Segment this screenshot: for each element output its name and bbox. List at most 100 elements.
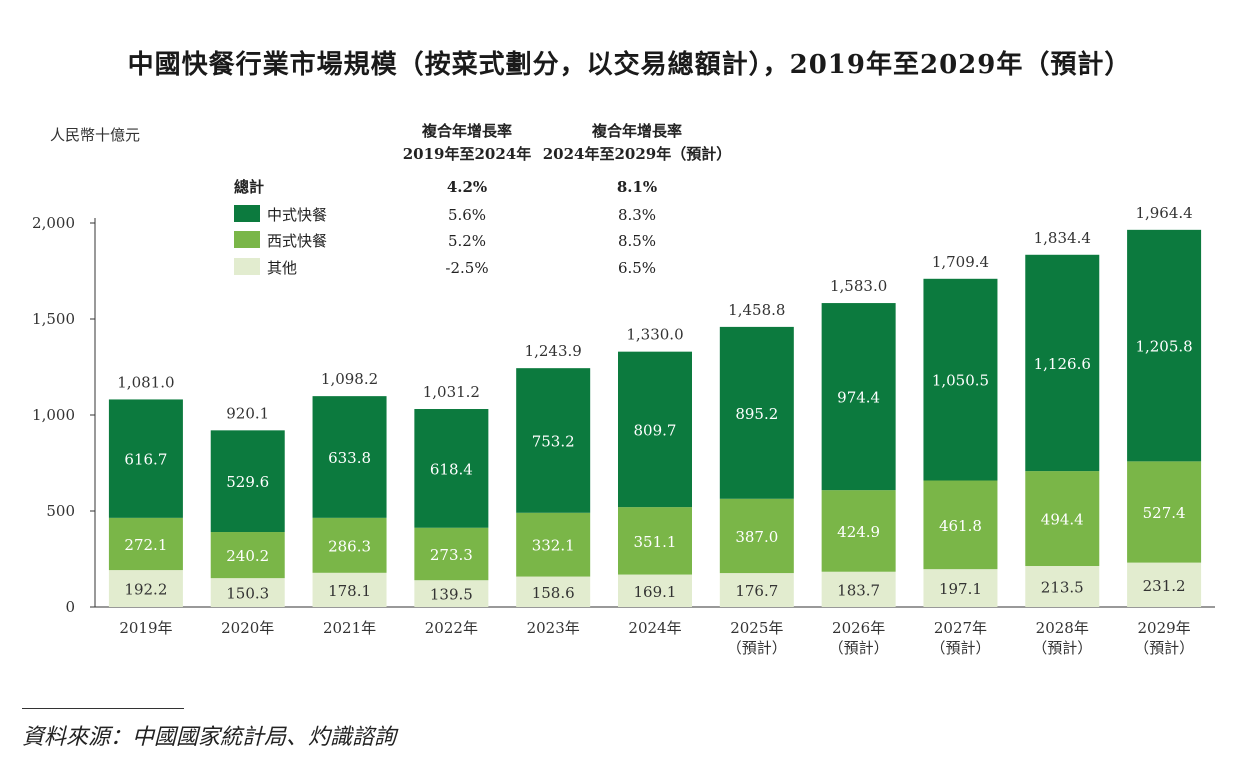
cagr-header: 複合年增長率 — [421, 122, 512, 140]
segment-value-label: 1,205.8 — [1135, 338, 1192, 356]
segment-value-label: 387.0 — [735, 528, 778, 546]
bar-segment — [821, 303, 896, 491]
segment-value-label: 286.3 — [328, 537, 371, 555]
bar-segment — [108, 570, 183, 607]
bar-segment — [210, 578, 285, 607]
segment-value-label: 616.7 — [124, 451, 167, 469]
segment-value-label: 351.1 — [634, 533, 677, 551]
source-note: 資料來源：中國國家統計局、灼識諮詢 — [22, 725, 397, 750]
source-divider — [22, 708, 184, 709]
segment-value-label: 332.1 — [532, 537, 575, 555]
bar-segment — [210, 430, 285, 533]
chart-bars — [108, 229, 1202, 607]
total-value-label: 1,031.2 — [423, 383, 480, 401]
bar-segment — [821, 490, 896, 572]
cagr-value: 5.6% — [448, 206, 486, 224]
segment-value-label: 273.3 — [430, 546, 473, 564]
cagr-value: -2.5% — [445, 259, 488, 277]
bar-segment — [516, 512, 591, 577]
bar-segment — [618, 351, 692, 508]
segment-value-label: 197.1 — [939, 580, 982, 598]
x-tick-label: 2023年 — [527, 619, 580, 637]
x-tick-label: 2020年 — [221, 619, 274, 637]
cagr-value: 8.5% — [618, 232, 656, 250]
total-value-label: 1,964.4 — [1135, 204, 1192, 222]
segment-value-label: 1,050.5 — [932, 372, 989, 390]
bar-segment — [414, 527, 489, 581]
segment-value-label: 809.7 — [634, 421, 677, 439]
segment-value-label: 974.4 — [837, 389, 880, 407]
total-value-label: 1,834.4 — [1034, 229, 1091, 247]
bar-segment — [1127, 229, 1202, 462]
bar-segment — [1025, 566, 1100, 607]
bar-segment — [923, 569, 998, 607]
bar-segment — [108, 399, 183, 518]
segment-value-label: 272.1 — [124, 536, 167, 554]
bar-segment — [516, 576, 591, 607]
x-tick-label: （預計） — [1032, 639, 1092, 657]
segment-value-label: 461.8 — [939, 517, 982, 535]
total-value-label: 1,458.8 — [728, 301, 785, 319]
bar-segment — [821, 571, 896, 607]
chart-labels: 192.2 272.1 616.7 1,081.0 2019年 150.3 240.2 529… — [117, 204, 1194, 657]
x-tick-label: 2019年 — [119, 619, 172, 637]
y-tick-label: 0 — [65, 598, 75, 616]
bar-segment — [618, 574, 692, 607]
bar-segment — [618, 507, 692, 575]
segment-value-label: 192.2 — [124, 581, 167, 599]
y-tick-label: 1,000 — [32, 406, 75, 424]
x-tick-label: （預計） — [727, 639, 787, 657]
bar-segment — [312, 396, 387, 518]
legend-swatch — [234, 258, 260, 275]
legend-label: 中式快餐 — [267, 206, 327, 224]
cagr-header: 2024年至2029年（預計） — [543, 145, 732, 163]
cagr-header: 複合年增長率 — [591, 122, 682, 140]
cagr-value: 8.1% — [617, 178, 657, 196]
segment-value-label: 494.4 — [1041, 511, 1084, 529]
cagr-value: 4.2% — [447, 178, 487, 196]
segment-value-label: 183.7 — [837, 581, 880, 599]
x-tick-label: 2026年 — [832, 619, 885, 637]
segment-value-label: 529.6 — [226, 473, 269, 491]
total-value-label: 1,098.2 — [321, 370, 378, 388]
total-value-label: 1,709.4 — [932, 253, 989, 271]
segment-value-label: 1,126.6 — [1034, 355, 1091, 373]
legend-swatch — [234, 231, 260, 248]
total-value-label: 1,583.0 — [830, 277, 887, 295]
bar-segment — [1127, 461, 1202, 563]
cagr-value: 8.3% — [618, 206, 656, 224]
chart-legend: 複合年增長率2019年至2024年複合年增長率2024年至2029年（預計）總計… — [234, 122, 731, 277]
segment-value-label: 753.2 — [532, 432, 575, 450]
total-value-label: 1,243.9 — [525, 342, 582, 360]
bar-segment — [210, 532, 285, 579]
bar-segment — [1025, 254, 1100, 472]
bar-segment — [719, 498, 794, 574]
total-value-label: 1,330.0 — [626, 326, 683, 344]
x-tick-label: （預計） — [930, 639, 990, 657]
y-tick-label: 1,500 — [32, 310, 75, 328]
segment-value-label: 633.8 — [328, 449, 371, 467]
bar-segment — [1025, 471, 1100, 567]
x-tick-label: 2029年 — [1137, 619, 1190, 637]
bar-segment — [312, 572, 387, 607]
segment-value-label: 424.9 — [837, 523, 880, 541]
segment-value-label: 231.2 — [1143, 577, 1186, 595]
bar-segment — [1127, 562, 1202, 607]
bar-segment — [719, 573, 794, 607]
segment-value-label: 895.2 — [735, 405, 778, 423]
bar-segment — [923, 278, 998, 481]
cagr-value: 5.2% — [448, 232, 486, 250]
y-tick-label: 2,000 — [32, 214, 75, 232]
legend-label: 西式快餐 — [267, 232, 327, 250]
cagr-header: 2019年至2024年 — [403, 145, 532, 163]
segment-value-label: 139.5 — [430, 586, 473, 604]
x-tick-label: 2022年 — [425, 619, 478, 637]
y-axis-label: 人民幣十億元 — [50, 126, 140, 144]
chart-title: 中國快餐行業市場規模（按菜式劃分，以交易總額計），2019年至2029年（預計） — [127, 50, 1132, 80]
segment-value-label: 169.1 — [634, 583, 677, 601]
legend-label: 其他 — [267, 259, 297, 277]
segment-value-label: 158.6 — [532, 584, 575, 602]
bar-segment — [414, 580, 489, 607]
segment-value-label: 178.1 — [328, 582, 371, 600]
